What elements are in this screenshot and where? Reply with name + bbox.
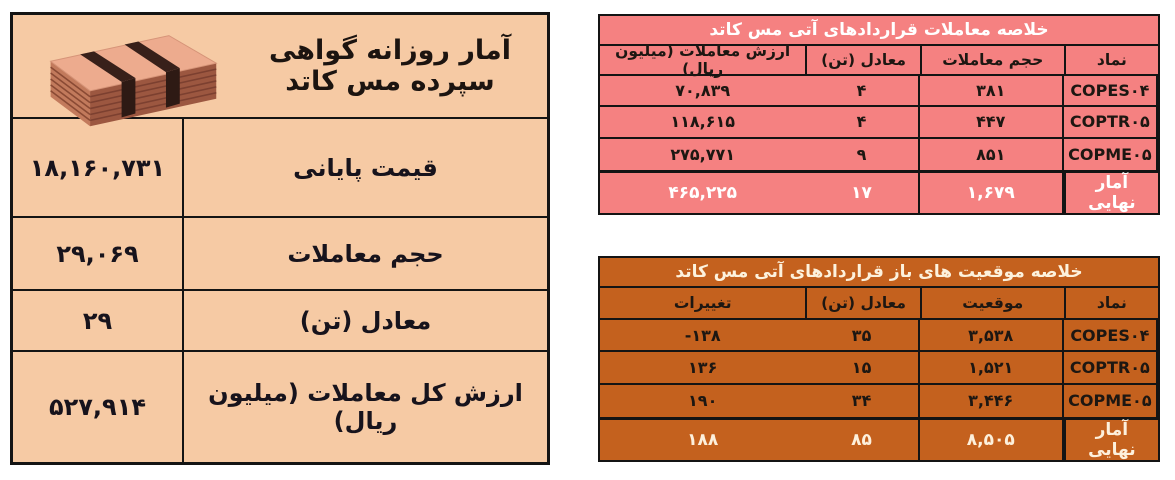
- futures-card-title: خلاصه معاملات قراردادهای آتی مس کاتد: [600, 16, 1158, 46]
- futures-tons: ۴: [805, 75, 920, 106]
- futures-volume: ۳۸۱: [920, 75, 1064, 106]
- total-value-value: ۵۲۷,۹۱۴: [13, 352, 184, 462]
- positions-row-coptr05: COPTR۰۵ ۱,۵۲۱ ۱۵ ۱۳۶: [600, 352, 1158, 385]
- futures-total-volume: ۱,۶۷۹: [920, 173, 1064, 213]
- futures-symbol: COPES۰۴: [1064, 75, 1158, 106]
- tons-value: ۲۹: [13, 291, 184, 350]
- positions-symbol: COPME۰۵: [1064, 384, 1158, 417]
- positions-position: ۱,۵۲۱: [920, 352, 1064, 383]
- positions-header-tons: معادل (تن): [805, 288, 919, 318]
- futures-header-symbol: نماد: [1063, 45, 1158, 74]
- daily-card-title: آمار روزانه گواهی سپرده مس کاتد: [268, 35, 511, 97]
- futures-total-value: ۴۶۵,۲۲۵: [668, 183, 738, 203]
- futures-value: ۲۷۵,۷۷۱: [670, 144, 736, 164]
- positions-total-tons: ۸۵: [805, 420, 920, 460]
- daily-row-total-value: ارزش کل معاملات (میلیون ریال) ۵۲۷,۹۱۴: [13, 352, 547, 462]
- positions-card-title: خلاصه موقعیت های باز قراردادهای آتی مس ک…: [600, 258, 1158, 289]
- futures-total-label: آمار نهایی: [1063, 173, 1158, 213]
- futures-header-row: نماد حجم معاملات معادل (تن) ارزش معاملات…: [600, 41, 1158, 78]
- futures-tons: ۹: [805, 138, 920, 170]
- positions-position: ۳,۴۴۶: [920, 384, 1064, 417]
- positions-change: ۱۳۶: [688, 358, 718, 377]
- positions-tons: ۱۵: [805, 352, 920, 383]
- positions-tons: ۳۴: [805, 384, 920, 417]
- daily-row-tons: معادل (تن) ۲۹: [13, 291, 547, 352]
- positions-total-label: آمار نهایی: [1063, 420, 1158, 460]
- futures-volume: ۸۵۱: [920, 138, 1064, 170]
- positions-header-row: نماد موقعیت معادل (تن) تغییرات: [600, 288, 1158, 320]
- daily-row-volume: حجم معاملات ۲۹,۰۶۹: [13, 218, 547, 291]
- positions-header-position: موقعیت: [919, 288, 1064, 318]
- futures-row-coptr05: COPTR۰۵ ۴۴۷ ۴ ۱۱۸,۶۱۵: [600, 107, 1158, 139]
- positions-header-change: تغییرات: [673, 294, 732, 313]
- positions-row-copme05: COPME۰۵ ۳,۴۴۶ ۳۴ ۱۹۰: [600, 384, 1158, 417]
- positions-total-position: ۸,۵۰۵: [920, 420, 1064, 460]
- daily-stats-card: آمار روزانه گواهی سپرده مس کاتد: [10, 12, 550, 465]
- futures-value: ۱۱۸,۶۱۵: [670, 112, 736, 132]
- tons-label: معادل (تن): [299, 306, 432, 335]
- positions-header-symbol: نماد: [1063, 288, 1158, 318]
- positions-total-row: آمار نهایی ۸,۵۰۵ ۸۵ ۱۸۸: [600, 417, 1158, 460]
- futures-row-copes04: COPES۰۴ ۳۸۱ ۴ ۷۰,۸۳۹: [600, 75, 1158, 108]
- closing-price-value: ۱۸,۱۶۰,۷۳۱: [13, 119, 184, 216]
- futures-row-copme05: COPME۰۵ ۸۵۱ ۹ ۲۷۵,۷۷۱: [600, 138, 1158, 170]
- futures-header-volume: حجم معاملات: [919, 45, 1064, 74]
- positions-change: -۱۳۸: [684, 325, 721, 345]
- total-value-label: ارزش کل معاملات (میلیون ریال): [208, 379, 523, 435]
- positions-position: ۳,۵۳۸: [920, 319, 1064, 351]
- open-positions-card: خلاصه موقعیت های باز قراردادهای آتی مس ک…: [598, 256, 1160, 462]
- daily-row-closing-price: قیمت پایانی ۱۸,۱۶۰,۷۳۱: [13, 119, 547, 218]
- futures-header-tons: معادل (تن): [805, 45, 919, 74]
- closing-price-label: قیمت پایانی: [293, 153, 438, 182]
- futures-header-value: ارزش معاملات (میلیون ریال): [615, 41, 791, 78]
- futures-total-row: آمار نهایی ۱,۶۷۹ ۱۷ ۴۶۵,۲۲۵: [600, 170, 1158, 213]
- positions-row-copes04: COPES۰۴ ۳,۵۳۸ ۳۵ -۱۳۸: [600, 319, 1158, 353]
- futures-trades-card: خلاصه معاملات قراردادهای آتی مس کاتد نما…: [598, 14, 1160, 215]
- positions-change: ۱۹۰: [688, 391, 718, 411]
- futures-volume: ۴۴۷: [920, 107, 1064, 137]
- futures-value: ۷۰,۸۳۹: [675, 80, 731, 100]
- daily-card-header: آمار روزانه گواهی سپرده مس کاتد: [13, 15, 547, 127]
- positions-tons: ۳۵: [805, 319, 920, 351]
- futures-total-tons: ۱۷: [805, 173, 920, 213]
- volume-value: ۲۹,۰۶۹: [13, 218, 184, 289]
- futures-symbol: COPME۰۵: [1064, 138, 1158, 170]
- futures-tons: ۴: [805, 107, 920, 137]
- positions-symbol: COPTR۰۵: [1064, 352, 1158, 383]
- copper-cathode-image: [49, 35, 218, 127]
- positions-symbol: COPES۰۴: [1064, 319, 1158, 351]
- futures-symbol: COPTR۰۵: [1064, 107, 1158, 137]
- volume-label: حجم معاملات: [287, 239, 444, 268]
- positions-total-change: ۱۸۸: [687, 430, 719, 450]
